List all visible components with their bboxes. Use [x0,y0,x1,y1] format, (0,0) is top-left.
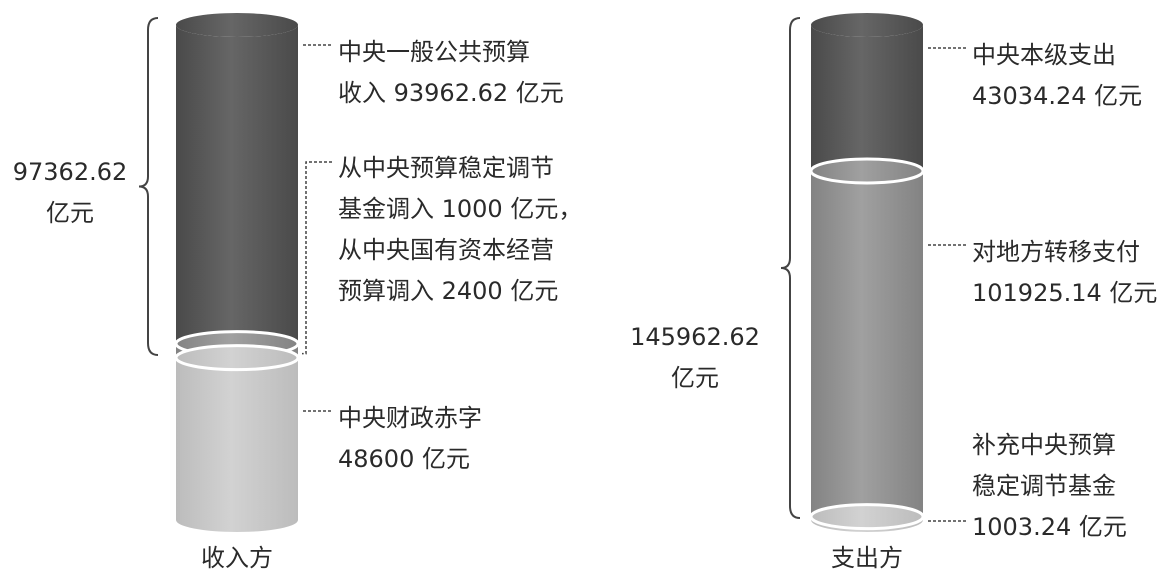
segment-label-2-3-1: 补充中央预算 [972,431,1116,459]
segment-label-1-2-4: 预算调入 2400 亿元 [338,277,558,305]
cylinder-segment-2-3 [809,503,925,532]
segment-label-2-3-2: 稳定调节基金 [972,472,1116,500]
segment-label-2-1-2: 43034.24 亿元 [972,82,1142,110]
total-label-2-2: 亿元 [671,364,719,392]
segment-label-1-1-2: 收入 93962.62 亿元 [338,79,564,107]
cylinder-segment-1-1 [176,13,298,356]
total-brace-1 [138,17,159,356]
cylinder-segment-2-2 [809,157,925,529]
leader-line-1-2 [302,161,332,355]
total-label-1-1: 97362.62 [13,158,128,186]
total-brace-2 [780,17,801,519]
segment-label-1-2-2: 基金调入 1000 亿元， [338,195,582,223]
segment-label-1-3-2: 48600 亿元 [338,445,470,473]
total-label-2-1: 145962.62 [630,323,760,351]
segment-label-2-2-1: 对地方转移支付 [972,238,1140,266]
cylinder-segment-1-3 [174,344,300,532]
total-label-1-2: 亿元 [46,199,94,227]
cylinder-segment-2-1 [811,13,923,183]
segment-label-2-3-3: 1003.24 亿元 [972,513,1127,541]
category-label-2: 支出方 [831,544,903,572]
segment-label-1-2-3: 从中央国有资本经营 [338,236,554,264]
segment-label-2-2-2: 101925.14 亿元 [972,279,1157,307]
segment-label-1-3-1: 中央财政赤字 [338,404,482,432]
segment-label-1-2-1: 从中央预算稳定调节 [338,154,554,182]
segment-label-1-1-1: 中央一般公共预算 [338,38,530,66]
category-label-1: 收入方 [201,544,273,572]
segment-label-2-1-1: 中央本级支出 [972,41,1116,69]
